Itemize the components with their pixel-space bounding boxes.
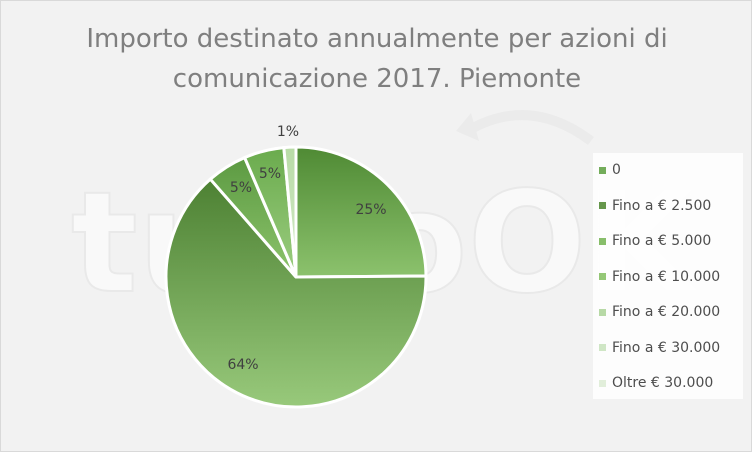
watermark-arrow-head [456, 113, 479, 141]
pie-labels: 25% 64% 5% 5% 1% [227, 124, 386, 373]
legend-label: Oltre € 30.000 [612, 375, 714, 391]
legend-item: Fino a € 20.000 [599, 299, 720, 325]
pie-data-label-2: 5% [230, 180, 252, 196]
legend-label: 0 [612, 162, 621, 178]
pie-data-label-4: 1% [277, 124, 299, 140]
legend-swatch [599, 379, 606, 387]
pie-slice-0 [294, 145, 428, 279]
pie-slices [164, 145, 428, 409]
legend-item: Fino a € 2.500 [599, 193, 711, 219]
legend-label: Fino a € 20.000 [612, 304, 721, 320]
pie-data-label-0: 25% [355, 202, 386, 218]
legend-label: Fino a € 30.000 [612, 339, 721, 356]
legend: 0 Fino a € 2.500 Fino a € 5.000 Fino a € 10… [593, 153, 743, 399]
pie-data-label-1: 64% [227, 357, 258, 373]
legend-swatch [599, 202, 606, 209]
legend-label: Fino a € 10.000 [612, 268, 721, 285]
legend-label: Fino a € 5.000 [612, 233, 712, 249]
legend-swatch [599, 237, 606, 245]
legend-item: 0 [599, 157, 621, 183]
pie-slice-1 [164, 177, 428, 409]
legend-item: Fino a € 30.000 [599, 335, 720, 361]
chart-title: Importo destinato annualmente per azioni… [1, 19, 752, 99]
legend-label: Fino a € 2.500 [612, 197, 712, 214]
legend-swatch [599, 273, 606, 280]
legend-swatch [599, 166, 606, 174]
legend-swatch [599, 344, 606, 351]
chart-title-line-1: Importo destinato annualmente per azioni… [86, 24, 668, 54]
legend-item: Fino a € 5.000 [599, 228, 711, 254]
legend-item: Oltre € 30.000 [599, 370, 713, 396]
watermark-arrow [468, 110, 594, 146]
pie-data-label-3: 5% [259, 166, 281, 182]
legend-item: Fino a € 10.000 [599, 264, 720, 290]
chart-title-line-2: comunicazione 2017. Piemonte [172, 64, 582, 94]
legend-swatch [599, 308, 606, 316]
pie-slice-4 [282, 145, 298, 278]
